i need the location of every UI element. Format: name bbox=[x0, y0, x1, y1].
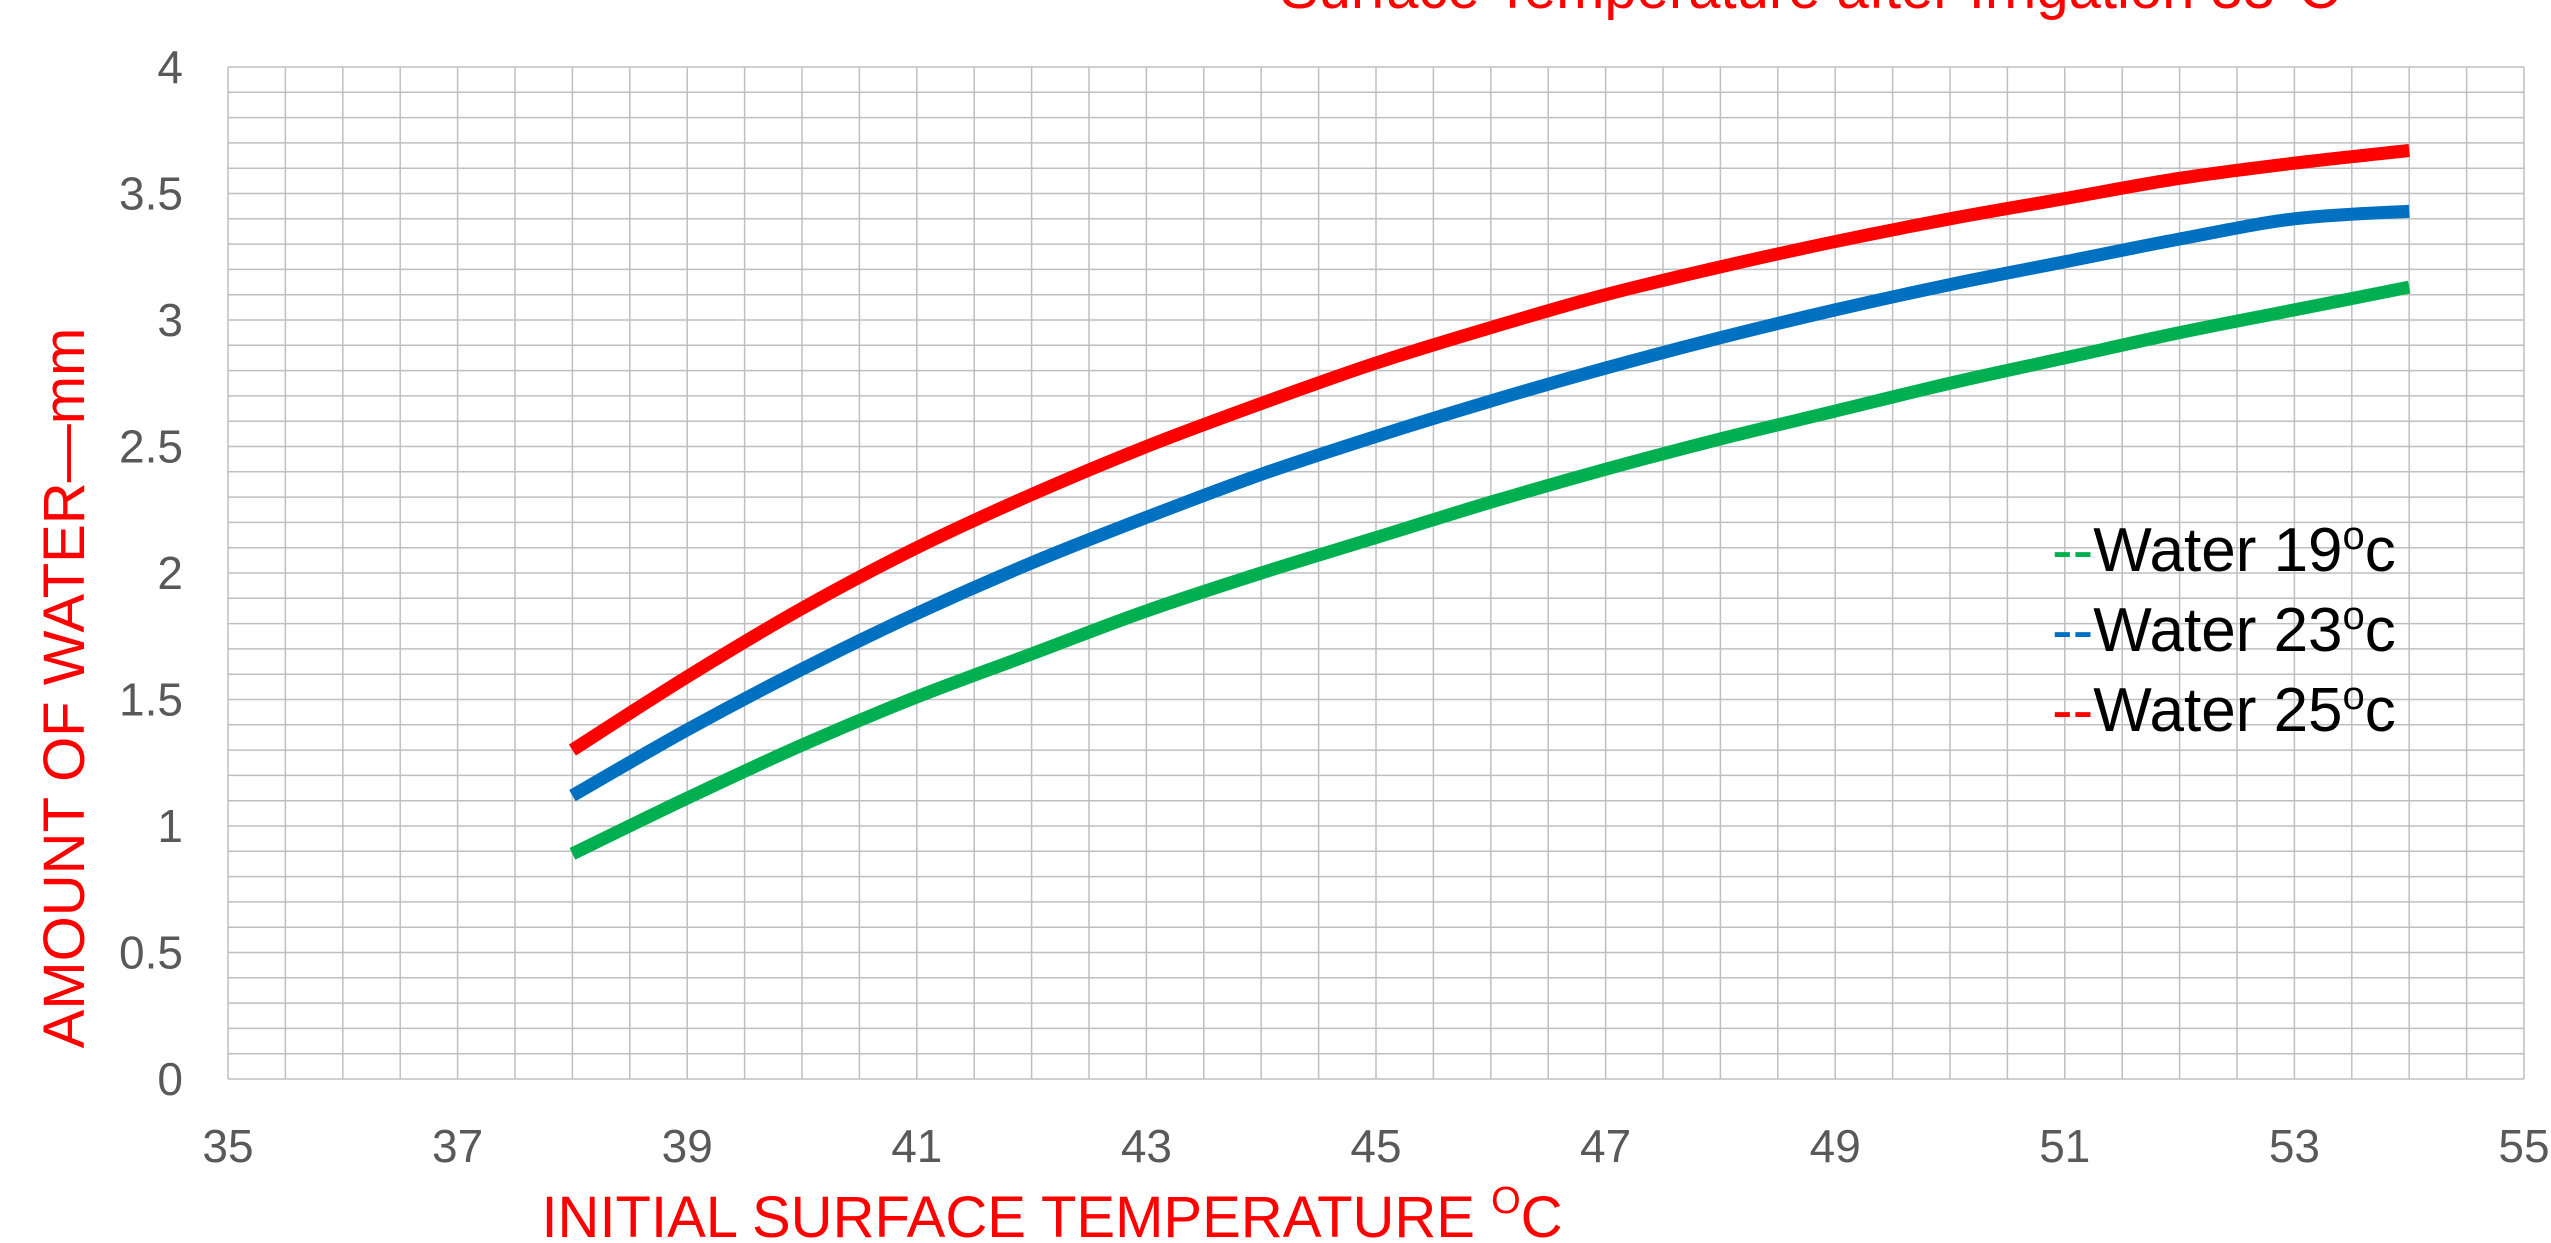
legend-label: Water 19 bbox=[2093, 516, 2342, 585]
y-tick-label: 0 bbox=[157, 1053, 183, 1105]
x-tick-label: 41 bbox=[891, 1120, 942, 1172]
legend-label: Water 23 bbox=[2093, 596, 2342, 665]
legend-entry: --Water 23oc bbox=[2052, 594, 2396, 665]
x-tick-label: 47 bbox=[1580, 1120, 1631, 1172]
legend-label-suffix: c bbox=[2365, 676, 2396, 745]
series-line-water-23 bbox=[569, 204, 2410, 802]
x-tick-label: 53 bbox=[2269, 1120, 2320, 1172]
x-axis-title-text: INITIAL SURFACE TEMPERATURE bbox=[541, 1185, 1475, 1243]
chart-grid bbox=[227, 66, 2525, 1080]
x-tick-label: 43 bbox=[1121, 1120, 1172, 1172]
x-axis-title-spacer bbox=[1475, 1185, 1491, 1243]
y-axis-title: AMOUNT OF WATER—mm bbox=[32, 328, 97, 1049]
series-line-water-19 bbox=[569, 280, 2411, 860]
y-tick-label: 3.5 bbox=[119, 168, 183, 220]
legend-label: Water 25 bbox=[2093, 676, 2342, 745]
series-line-water-25 bbox=[568, 144, 2410, 756]
legend-label-suffix: c bbox=[2365, 596, 2396, 665]
legend-marker: -- bbox=[2052, 516, 2093, 585]
y-tick-label: 1.5 bbox=[119, 674, 183, 726]
y-tick-label: 2 bbox=[157, 547, 183, 599]
y-tick-label: 4 bbox=[157, 41, 183, 93]
legend-entry: --Water 25oc bbox=[2052, 674, 2396, 745]
y-tick-label: 2.5 bbox=[119, 421, 183, 473]
x-tick-label: 45 bbox=[1350, 1120, 1401, 1172]
legend-label-sup: o bbox=[2343, 594, 2365, 638]
y-axis-ticks: 0 0.5 1 1.5 2 2.5 3 3.5 4 bbox=[119, 41, 183, 1105]
x-axis-title: INITIAL SURFACE TEMPERATURE OC bbox=[541, 1180, 1562, 1243]
x-axis-title-unit: C bbox=[1521, 1185, 1563, 1243]
x-tick-label: 39 bbox=[662, 1120, 713, 1172]
y-tick-label: 0.5 bbox=[119, 927, 183, 979]
legend-label-sup: o bbox=[2343, 674, 2365, 718]
legend-entry: --Water 19oc bbox=[2052, 514, 2396, 585]
chart-legend: --Water 19oc--Water 23oc--Water 25oc bbox=[2052, 514, 2396, 745]
chart-series-group bbox=[568, 144, 2411, 860]
y-tick-label: 3 bbox=[157, 294, 183, 346]
y-tick-label: 1 bbox=[157, 800, 183, 852]
x-axis-ticks: 35 37 39 41 43 45 47 49 51 53 55 bbox=[202, 1120, 2549, 1172]
x-axis-title-unit-sup: O bbox=[1491, 1180, 1521, 1222]
legend-marker: -- bbox=[2052, 596, 2093, 665]
legend-label-sup: o bbox=[2343, 514, 2365, 558]
x-tick-label: 51 bbox=[2039, 1120, 2090, 1172]
x-tick-label: 37 bbox=[432, 1120, 483, 1172]
x-tick-label: 49 bbox=[1810, 1120, 1861, 1172]
x-tick-label: 35 bbox=[202, 1120, 253, 1172]
chart-title: Surface Temperature after Irrigation 33°… bbox=[1280, 0, 2340, 21]
legend-marker: -- bbox=[2052, 676, 2093, 745]
x-tick-label: 55 bbox=[2498, 1120, 2549, 1172]
legend-label-suffix: c bbox=[2365, 516, 2396, 585]
